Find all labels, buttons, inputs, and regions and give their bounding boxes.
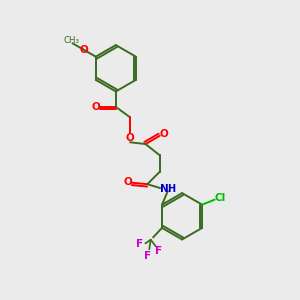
Text: O: O [123,177,132,187]
Text: F: F [136,239,144,249]
Text: O: O [79,44,88,55]
Text: O: O [160,129,168,139]
Text: F: F [144,251,151,261]
Text: O: O [126,133,134,143]
Text: N: N [160,184,169,194]
Text: CH₃: CH₃ [63,36,79,45]
Text: Cl: Cl [214,193,226,203]
Text: H: H [167,184,175,194]
Text: O: O [92,102,100,112]
Text: F: F [155,246,162,256]
